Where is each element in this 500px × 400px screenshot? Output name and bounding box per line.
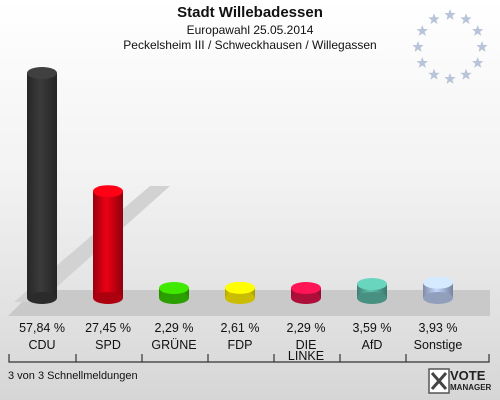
- category-label: DIE: [296, 338, 317, 352]
- value-label: 27,45 %: [85, 321, 131, 335]
- bar-afd: [357, 278, 387, 304]
- bar-spd: [93, 185, 123, 304]
- bar-cdu: [27, 67, 57, 304]
- category-axis: [8, 354, 490, 363]
- bar-sonstige: [423, 276, 453, 304]
- eu-star-icon: [476, 41, 488, 52]
- eu-star-icon: [428, 13, 440, 25]
- eu-star-icon: [428, 68, 440, 80]
- eu-star-icon: [416, 57, 428, 68]
- eu-star-icon: [460, 13, 472, 25]
- chart-subtitle: Europawahl 25.05.2014: [186, 23, 314, 37]
- checkmark-x-icon: [428, 368, 450, 394]
- eu-star-icon: [412, 41, 424, 52]
- eu-star-icon: [472, 25, 484, 36]
- eu-star-icon: [460, 68, 472, 80]
- category-label: CDU: [28, 338, 55, 352]
- value-label: 3,93 %: [419, 321, 458, 335]
- category-label: AfD: [362, 338, 383, 352]
- value-label: 2,61 %: [221, 321, 260, 335]
- eu-star-icon: [416, 25, 428, 36]
- category-label: GRÜNE: [151, 338, 196, 352]
- brand-word-vote: VOTE: [450, 368, 486, 383]
- category-label: FDP: [228, 338, 253, 352]
- eu-star-icon: [472, 57, 484, 68]
- chart-title: Stadt Willebadessen: [177, 4, 323, 21]
- report-count-note: 3 von 3 Schnellmeldungen: [8, 370, 138, 382]
- bar-grüne: [159, 282, 189, 304]
- eu-star-icon: [444, 9, 456, 20]
- value-label: 3,59 %: [353, 321, 392, 335]
- value-label: 57,84 %: [19, 321, 65, 335]
- category-label: SPD: [95, 338, 121, 352]
- votemanager-logo: VOTE MANAGER: [428, 366, 498, 396]
- value-label: 2,29 %: [287, 321, 326, 335]
- category-label: Sonstige: [414, 338, 463, 352]
- eu-star-icon: [444, 73, 456, 84]
- district-name: Peckelsheim III / Schweckhausen / Willeg…: [123, 38, 377, 52]
- brand-word-manager: MANAGER: [450, 383, 492, 392]
- eu-stars-logo: [412, 9, 488, 84]
- value-label: 2,29 %: [155, 321, 194, 335]
- bar-die-linke: [291, 282, 321, 304]
- bar-fdp: [225, 281, 255, 304]
- category-label: LINKE: [288, 349, 324, 363]
